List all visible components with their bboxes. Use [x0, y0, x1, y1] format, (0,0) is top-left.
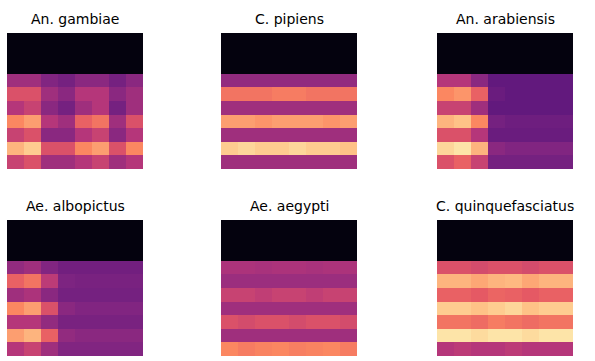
svg-text:C. quinquefasciatus: C. quinquefasciatus	[436, 198, 574, 214]
svg-text:Ae. albopictus: Ae. albopictus	[26, 198, 125, 214]
svg-text:An. arabiensis: An. arabiensis	[456, 11, 555, 27]
svg-text:C. pipiens: C. pipiens	[255, 11, 324, 27]
svg-text:An. gambiae: An. gambiae	[31, 11, 119, 27]
svg-text:Ae. aegypti: Ae. aegypti	[250, 198, 329, 214]
